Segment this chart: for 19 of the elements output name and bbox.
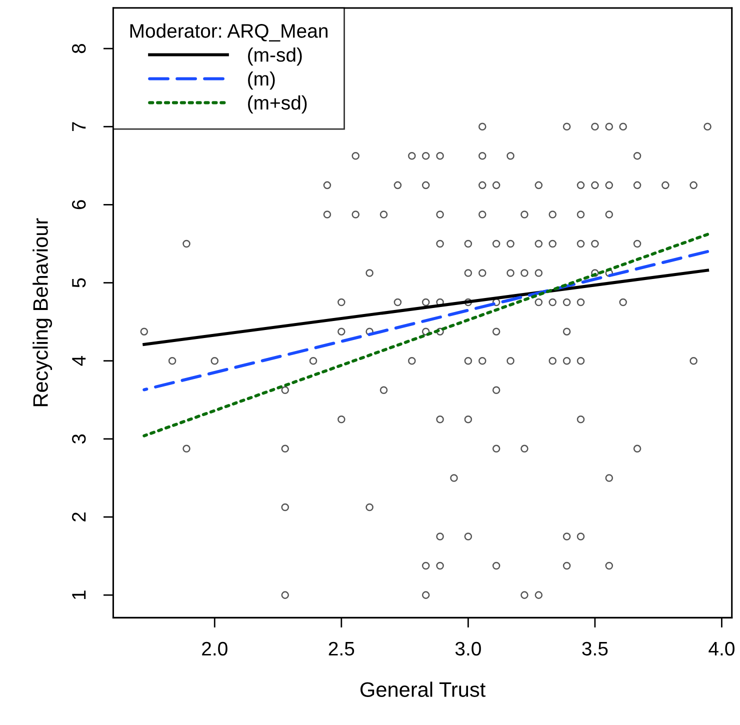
y-axis-title: Recycling Behaviour (32, 218, 52, 406)
y-tick-label: 2 (72, 512, 86, 522)
y-tick-label: 3 (72, 434, 86, 444)
x-tick-label: 2.5 (328, 642, 354, 656)
x-tick-label: 3.5 (582, 642, 608, 656)
y-tick-label: 6 (72, 200, 86, 210)
y-tick-label: 8 (72, 44, 86, 54)
x-axis-title: General Trust (360, 682, 486, 697)
x-tick-label: 4.0 (708, 642, 734, 656)
legend-label: (m) (248, 71, 275, 90)
legend-title: Moderator: ARQ_Mean (130, 24, 328, 42)
legend-label: (m-sd) (248, 47, 302, 66)
y-tick-label: 5 (72, 278, 86, 288)
x-tick-label: 3.0 (455, 642, 481, 656)
y-tick-label: 1 (72, 590, 86, 599)
y-tick-label: 7 (72, 122, 86, 132)
legend-label: (m+sd) (248, 95, 307, 114)
x-tick-label: 2.0 (202, 642, 228, 656)
y-tick-label: 4 (72, 356, 86, 366)
